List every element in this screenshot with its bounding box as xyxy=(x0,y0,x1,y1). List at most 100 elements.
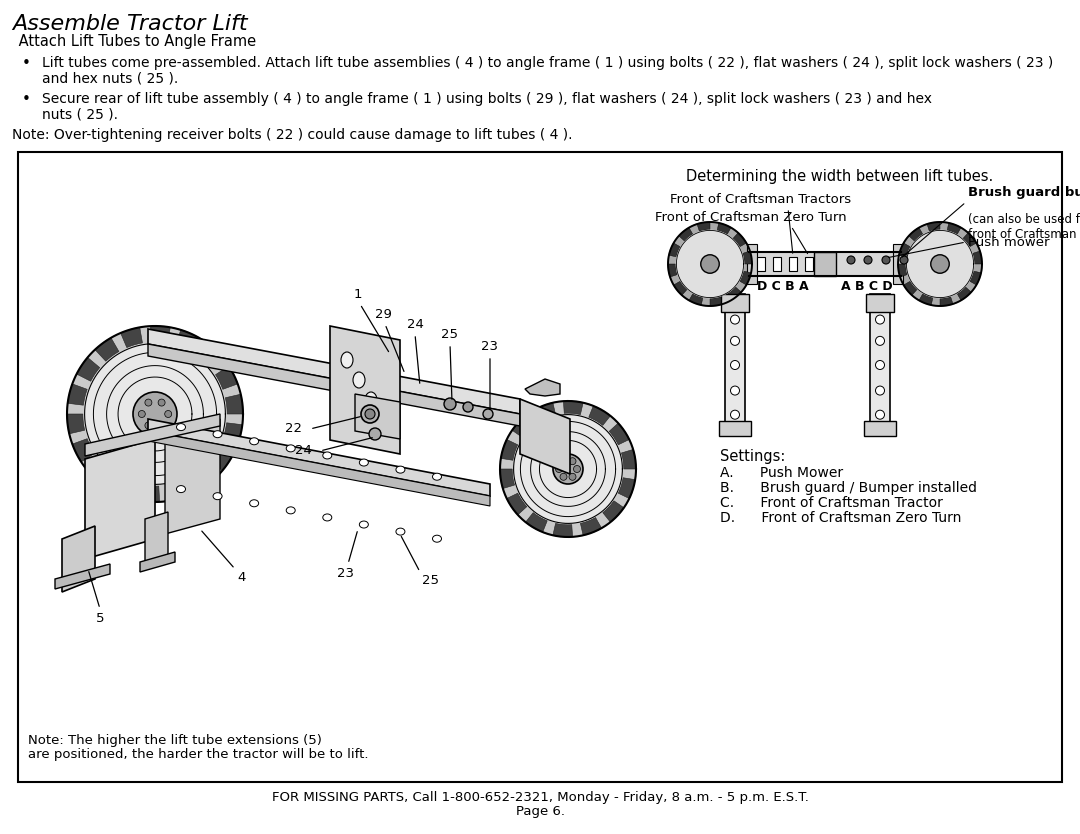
Polygon shape xyxy=(743,251,752,264)
Text: Settings:: Settings: xyxy=(720,449,785,464)
Text: Assemble Tractor Lift: Assemble Tractor Lift xyxy=(12,14,247,34)
Polygon shape xyxy=(330,326,400,454)
Circle shape xyxy=(365,409,375,419)
Polygon shape xyxy=(535,403,555,420)
Polygon shape xyxy=(500,401,636,537)
Polygon shape xyxy=(526,513,548,532)
Text: Brush guard bumper: Brush guard bumper xyxy=(968,186,1080,199)
Ellipse shape xyxy=(353,372,365,388)
Ellipse shape xyxy=(213,493,222,500)
Circle shape xyxy=(158,422,165,429)
Ellipse shape xyxy=(396,466,405,473)
Polygon shape xyxy=(947,223,961,234)
Circle shape xyxy=(730,360,740,369)
Text: Front of Craftsman Zero Turn: Front of Craftsman Zero Turn xyxy=(654,211,847,224)
Bar xyxy=(805,257,813,271)
Polygon shape xyxy=(710,297,723,306)
Polygon shape xyxy=(904,281,917,295)
Polygon shape xyxy=(150,326,171,343)
Bar xyxy=(750,252,901,276)
Polygon shape xyxy=(62,526,95,592)
Polygon shape xyxy=(85,414,220,456)
Polygon shape xyxy=(139,485,160,502)
Text: A.      Push Mower: A. Push Mower xyxy=(720,466,843,480)
Polygon shape xyxy=(669,222,752,306)
Text: Attach Lift Tubes to Angle Frame: Attach Lift Tubes to Angle Frame xyxy=(14,34,256,49)
Ellipse shape xyxy=(249,500,258,507)
Polygon shape xyxy=(519,399,570,474)
Text: 1: 1 xyxy=(354,288,362,301)
Ellipse shape xyxy=(323,514,332,521)
Polygon shape xyxy=(355,394,400,439)
Text: Lift tubes come pre-assembled. Attach lift tube assemblies ( 4 ) to angle frame : Lift tubes come pre-assembled. Attach li… xyxy=(42,56,1053,70)
Text: Note: Over-tightening receiver bolts ( 22 ) could cause damage to lift tubes ( 4: Note: Over-tightening receiver bolts ( 2… xyxy=(12,128,572,142)
Polygon shape xyxy=(111,476,134,498)
Polygon shape xyxy=(553,524,572,537)
Polygon shape xyxy=(669,264,677,277)
Circle shape xyxy=(164,410,172,418)
Circle shape xyxy=(361,405,379,423)
Circle shape xyxy=(882,256,890,264)
Circle shape xyxy=(145,399,152,406)
Polygon shape xyxy=(211,447,233,470)
Polygon shape xyxy=(514,414,622,524)
Text: 5: 5 xyxy=(96,612,105,625)
Polygon shape xyxy=(970,271,981,285)
Polygon shape xyxy=(621,450,636,469)
Text: 23: 23 xyxy=(482,340,499,353)
Polygon shape xyxy=(67,414,84,434)
Text: FOR MISSING PARTS, Call 1-800-652-2321, Monday - Friday, 8 a.m. - 5 p.m. E.S.T.: FOR MISSING PARTS, Call 1-800-652-2321, … xyxy=(271,791,809,803)
Polygon shape xyxy=(603,500,624,522)
Text: D C B A: D C B A xyxy=(757,280,809,293)
Polygon shape xyxy=(500,469,514,489)
Polygon shape xyxy=(697,222,710,231)
Circle shape xyxy=(133,392,177,436)
Circle shape xyxy=(145,422,152,429)
Polygon shape xyxy=(121,327,143,348)
Circle shape xyxy=(569,473,576,480)
Bar xyxy=(893,244,903,284)
Polygon shape xyxy=(145,512,168,569)
Ellipse shape xyxy=(176,424,186,430)
Circle shape xyxy=(701,254,719,274)
Polygon shape xyxy=(512,416,534,437)
Ellipse shape xyxy=(365,392,377,408)
Text: •: • xyxy=(22,92,31,107)
Circle shape xyxy=(876,410,885,420)
Text: Push mower: Push mower xyxy=(968,235,1050,249)
Polygon shape xyxy=(899,243,910,257)
Polygon shape xyxy=(199,344,222,368)
Circle shape xyxy=(876,336,885,345)
Polygon shape xyxy=(148,344,519,426)
Circle shape xyxy=(730,410,740,420)
Circle shape xyxy=(876,386,885,395)
Text: Front of Craftsman Tractors: Front of Craftsman Tractors xyxy=(670,193,851,206)
Circle shape xyxy=(553,454,583,484)
Circle shape xyxy=(444,398,456,410)
Polygon shape xyxy=(165,419,220,534)
Polygon shape xyxy=(148,431,490,506)
Text: B.      Brush guard / Bumper installed: B. Brush guard / Bumper installed xyxy=(720,481,977,495)
Polygon shape xyxy=(618,478,635,499)
Polygon shape xyxy=(919,294,933,305)
Polygon shape xyxy=(727,287,741,300)
Circle shape xyxy=(847,256,855,264)
Polygon shape xyxy=(68,384,87,405)
Polygon shape xyxy=(95,338,119,361)
Text: D.      Front of Craftsman Zero Turn: D. Front of Craftsman Zero Turn xyxy=(720,511,961,525)
Bar xyxy=(864,421,896,436)
Text: C.      Front of Craftsman Tractor: C. Front of Craftsman Tractor xyxy=(720,496,943,510)
Text: are positioned, the harder the tractor will be to lift.: are positioned, the harder the tractor w… xyxy=(28,748,368,761)
Ellipse shape xyxy=(432,473,442,480)
Circle shape xyxy=(483,409,492,419)
Bar xyxy=(789,257,797,271)
Bar xyxy=(721,294,750,312)
Polygon shape xyxy=(906,230,973,298)
Polygon shape xyxy=(733,233,746,247)
Text: nuts ( 25 ).: nuts ( 25 ). xyxy=(42,107,118,121)
Polygon shape xyxy=(87,460,111,485)
Polygon shape xyxy=(897,264,907,277)
Ellipse shape xyxy=(286,507,295,514)
Text: and hex nuts ( 25 ).: and hex nuts ( 25 ). xyxy=(42,71,178,85)
Text: 25: 25 xyxy=(422,574,438,587)
